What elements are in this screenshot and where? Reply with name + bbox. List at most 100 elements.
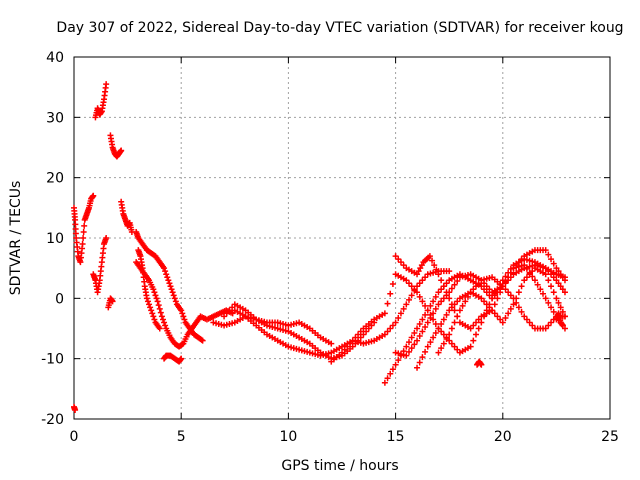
data-point (478, 361, 485, 368)
data-point (400, 262, 407, 269)
data-point (387, 325, 394, 332)
data-point (555, 268, 562, 275)
data-point (226, 307, 233, 314)
data-point (161, 265, 168, 272)
x-tick-label: 15 (387, 429, 405, 445)
data-point (422, 274, 429, 281)
data-point (406, 296, 412, 303)
data-point (339, 349, 345, 356)
data-point (559, 286, 566, 293)
series-arc-m (381, 262, 568, 386)
data-point (448, 325, 455, 332)
data-point (419, 298, 426, 305)
data-point (419, 277, 426, 284)
data-point (507, 292, 514, 299)
data-point (550, 260, 557, 267)
data-point (502, 286, 509, 293)
data-point (387, 290, 394, 297)
data-point (435, 271, 442, 278)
data-point (80, 235, 87, 241)
data-point (521, 313, 528, 320)
data-point (440, 295, 447, 302)
data-point (431, 262, 438, 269)
data-point (349, 343, 356, 350)
data-point (540, 290, 546, 297)
data-point (559, 274, 566, 281)
data-point (483, 301, 490, 308)
data-point (443, 289, 450, 296)
data-point (414, 289, 421, 296)
data-point (478, 319, 485, 326)
data-point (411, 330, 418, 337)
data-point (494, 295, 501, 302)
data-point (414, 283, 421, 290)
series-arc-i (221, 301, 378, 362)
data-point (475, 325, 482, 332)
data-point (483, 283, 490, 290)
data-point (456, 307, 463, 314)
data-point (344, 343, 351, 350)
data-point (149, 310, 156, 317)
data-point (419, 328, 426, 335)
data-point (467, 289, 474, 296)
data-point (408, 345, 415, 352)
data-point (181, 316, 188, 323)
chart-title: Day 307 of 2022, Sidereal Day-to-day VTE… (56, 20, 623, 36)
data-point (387, 370, 394, 377)
data-point (486, 286, 493, 293)
data-point (155, 302, 162, 309)
series-arc-early-cluster (71, 192, 97, 266)
data-point (395, 314, 402, 321)
data-point (360, 331, 367, 338)
data-point (502, 278, 509, 285)
x-axis-label: GPS time / hours (281, 458, 398, 474)
data-point (165, 277, 172, 284)
data-point (223, 310, 230, 317)
data-point (521, 262, 528, 269)
series-arc-fall-a (90, 235, 110, 296)
data-point (529, 268, 536, 275)
data-point (451, 307, 458, 314)
data-point (505, 289, 512, 296)
data-point (161, 319, 168, 326)
series-arc-k (231, 268, 453, 359)
data-point (473, 283, 479, 290)
data-point (427, 339, 434, 346)
data-point (553, 295, 560, 302)
data-point (381, 310, 388, 317)
data-point (489, 307, 496, 314)
data-point (403, 352, 410, 359)
data-point (459, 302, 466, 309)
data-point (381, 379, 388, 386)
data-point (169, 289, 176, 296)
data-point (523, 265, 530, 272)
data-point (357, 328, 364, 335)
data-point (72, 406, 79, 413)
data-point (467, 325, 474, 332)
data-point (229, 304, 236, 311)
data-point (464, 293, 471, 300)
data-point (384, 328, 391, 335)
data-point (443, 311, 450, 318)
data-point (440, 340, 447, 347)
data-point (153, 295, 160, 302)
data-point (470, 322, 477, 329)
data-point (561, 325, 568, 332)
y-tick-label: -20 (41, 412, 64, 428)
data-point (395, 357, 402, 364)
data-point (416, 359, 423, 366)
data-point (392, 319, 399, 326)
data-point (481, 298, 488, 305)
data-point (172, 298, 179, 305)
data-point (363, 328, 370, 335)
data-point (146, 301, 153, 308)
data-point (411, 286, 418, 293)
data-point (557, 271, 564, 278)
data-point (109, 298, 116, 305)
data-point (523, 274, 530, 281)
data-point (389, 281, 396, 288)
data-point (424, 319, 431, 326)
data-point (478, 295, 485, 302)
data-point (199, 337, 206, 344)
data-point (229, 310, 236, 317)
